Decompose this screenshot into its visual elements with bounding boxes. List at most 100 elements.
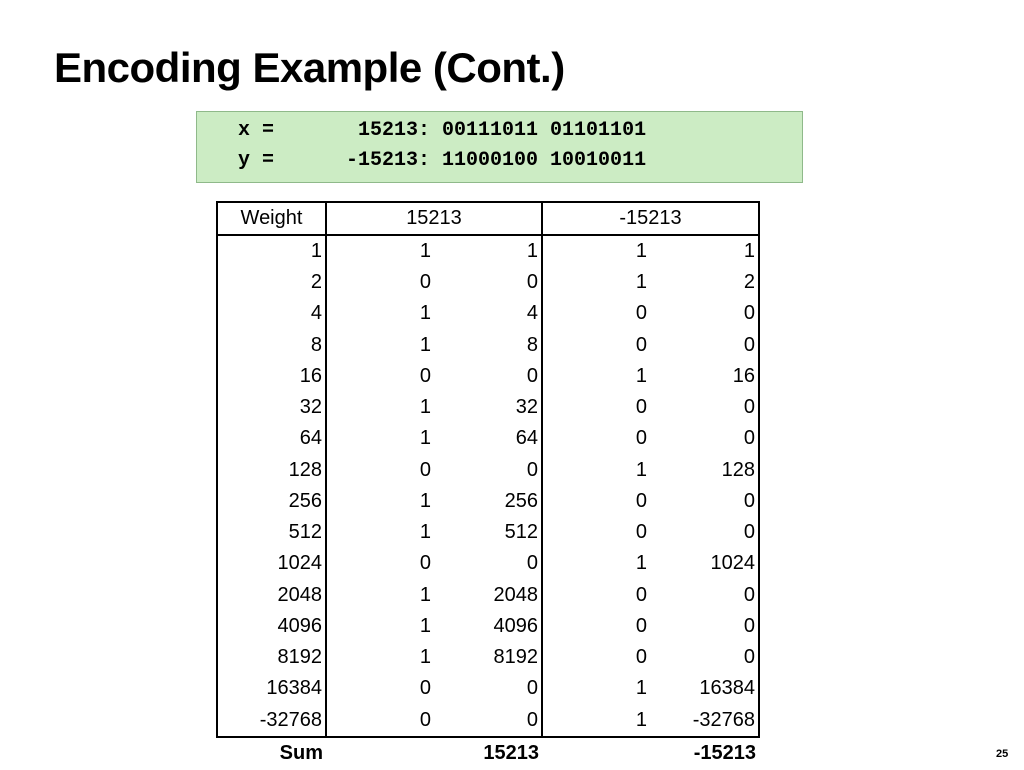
table-cell: 0 (419, 271, 431, 294)
table-row: 16 0 0 1 16 (216, 360, 760, 392)
table-cell: 1 (635, 240, 647, 262)
table-row: 2048 1 2048 0 0 (216, 579, 760, 611)
header-cell: -15213 (542, 201, 760, 236)
table-cell: 128 (650, 454, 760, 486)
table-cell: 0 (434, 454, 543, 486)
header-row: Weight 15213 -15213 (216, 201, 760, 236)
table-cell: 256 (216, 485, 327, 517)
table-cell: 0 (434, 704, 543, 738)
table-cell: 1024 (216, 548, 327, 580)
table-cell: 0 (635, 333, 647, 356)
table-cell: 64 (216, 423, 327, 455)
table-cell: 2048 (216, 579, 327, 611)
table-row: 64 1 64 0 0 (216, 423, 760, 455)
table-row: 8192 1 8192 0 0 (216, 642, 760, 674)
table-cell: 1 (419, 333, 431, 356)
table-cell: 1 (635, 271, 647, 294)
table-row: 512 1 512 0 0 (216, 517, 760, 549)
table-row: 256 1 256 0 0 (216, 485, 760, 517)
table-cell: 4 (216, 298, 327, 330)
code-line: x = 15213: 00111011 01101101 (238, 119, 647, 142)
table-cell: 0 (650, 485, 760, 517)
table-row: 1024 0 0 1 1024 (216, 548, 760, 580)
table-cell: 1024 (650, 548, 760, 580)
table-cell: 16 (650, 360, 760, 392)
table-cell: 0 (650, 579, 760, 611)
table-cell: 0 (650, 392, 760, 424)
table-cell: 0 (650, 298, 760, 330)
table-cell: 0 (635, 614, 647, 637)
table-cell: 0 (419, 458, 431, 481)
table-cell: 8192 (434, 642, 543, 674)
table-cell: 0 (326, 704, 434, 738)
table-cell: 1 (419, 646, 431, 669)
header-cell: 15213 (326, 201, 543, 236)
sum-cell: -15213 (693, 742, 756, 764)
table-cell: 0 (650, 517, 760, 549)
table-cell: 0 (434, 360, 543, 392)
table-cell: 0 (650, 610, 760, 642)
header-cell: Weight (216, 201, 327, 236)
table-cell: 1 (419, 302, 431, 325)
table-cell: 0 (434, 548, 543, 580)
table-cell: 1 (542, 704, 650, 738)
table-cell: 0 (419, 364, 431, 387)
table-cell: 0 (635, 302, 647, 325)
table-cell: 16384 (216, 673, 327, 705)
table-cell: 2 (650, 267, 760, 299)
table-cell: 8 (434, 329, 543, 361)
table-cell: 0 (419, 677, 431, 700)
table-cell: 0 (434, 673, 543, 705)
table-row: 4096 1 4096 0 0 (216, 610, 760, 642)
table-cell: 4096 (434, 610, 543, 642)
table-cell: 1 (419, 427, 431, 450)
code-line: y = -15213: 11000100 10010011 (238, 149, 647, 172)
sum-row: Sum 15213 -15213 (217, 737, 759, 770)
table-cell: 1 (216, 235, 327, 267)
table-cell: 64 (434, 423, 543, 455)
table-cell: 1 (419, 396, 431, 419)
table-cell: 1 (635, 364, 647, 387)
table-cell: -32768 (216, 704, 327, 738)
sum-cell: 15213 (483, 742, 539, 764)
table-cell: 8 (216, 329, 327, 361)
table-cell: 8192 (216, 642, 327, 674)
table-cell: 1 (419, 583, 431, 606)
table-cell: 0 (635, 646, 647, 669)
table-cell: 1 (635, 458, 647, 481)
table-row: -32768 0 0 1 -32768 (216, 704, 760, 738)
table-cell: 0 (650, 329, 760, 361)
code-box: x = 15213: 00111011 01101101 y = -15213:… (196, 111, 803, 183)
table-cell: 2 (216, 267, 327, 299)
table-cell: 1 (650, 235, 760, 267)
table-cell: 4 (434, 298, 543, 330)
table-cell: 512 (434, 517, 543, 549)
table-cell: 0 (635, 489, 647, 512)
table-cell: 16384 (650, 673, 760, 705)
table-cell: -32768 (650, 704, 760, 738)
table-cell: 1 (434, 235, 543, 267)
table-cell: 512 (216, 517, 327, 549)
table-row: 32 1 32 0 0 (216, 392, 760, 424)
table-cell: 1 (419, 521, 431, 544)
slide-title: Encoding Example (Cont.) (54, 44, 565, 91)
table-cell: 0 (650, 642, 760, 674)
table-cell: 0 (635, 396, 647, 419)
table-cell: 0 (635, 427, 647, 450)
table-cell: 256 (434, 485, 543, 517)
table-cell: 16 (216, 360, 327, 392)
table-cell: 0 (635, 521, 647, 544)
table-row: 16384 0 0 1 16384 (216, 673, 760, 705)
table-cell: 32 (216, 392, 327, 424)
table-cell: 0 (635, 583, 647, 606)
table-cell: 2048 (434, 579, 543, 611)
table-cell: 1 (419, 489, 431, 512)
table-cell: 4096 (216, 610, 327, 642)
table-cell: 0 (434, 267, 543, 299)
